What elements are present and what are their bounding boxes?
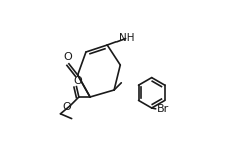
Text: O: O: [73, 76, 82, 85]
Text: O: O: [63, 102, 72, 112]
Text: NH: NH: [119, 33, 134, 43]
Text: Br: Br: [157, 104, 169, 114]
Text: O: O: [64, 52, 72, 62]
